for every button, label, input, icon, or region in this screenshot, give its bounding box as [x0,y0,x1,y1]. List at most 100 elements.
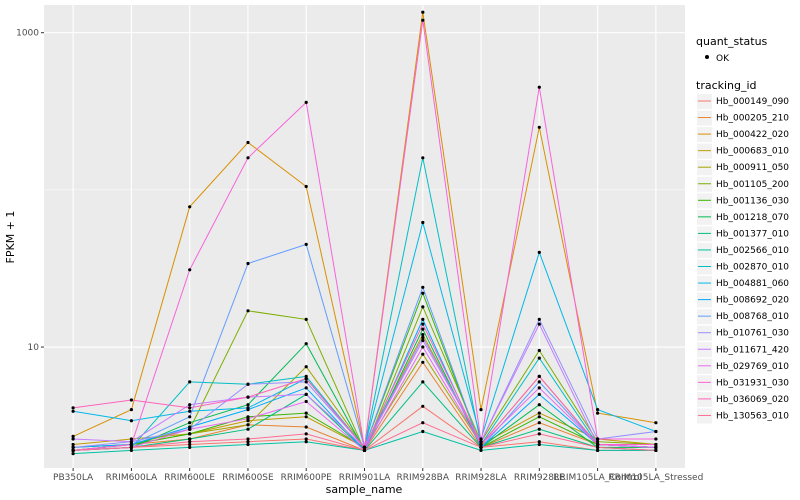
data-point-Hb_004881_060 [421,220,425,225]
data-point-Hb_001218_070 [246,403,250,407]
legend-entry-label: Hb_031931_030 [716,378,789,388]
data-point-Hb_011671_420 [188,403,192,407]
data-point-Hb_001377_010 [188,437,192,441]
data-point-Hb_001105_200 [246,309,250,313]
data-point-Hb_000149_090 [188,442,192,447]
data-point-Hb_008692_020 [188,425,192,429]
data-point-Hb_008692_020 [537,392,541,396]
legend-entry-label: Hb_000149_090 [716,97,789,107]
data-point-Hb_000149_090 [421,404,425,408]
data-point-Hb_031931_030 [479,440,483,444]
data-point-Hb_000205_210 [537,421,541,425]
data-point-Hb_004881_060 [596,408,600,412]
legend-quant-point [705,55,709,59]
legend-entry-label: Hb_002870_010 [716,263,789,273]
data-point-Hb_130563_010 [654,448,658,452]
data-point-Hb_002566_010 [71,452,75,456]
data-point-Hb_036069_020 [654,442,658,447]
data-point-Hb_000683_010 [421,333,425,337]
data-point-Hb_029769_010 [246,417,250,421]
legend-entry-label: Hb_008768_010 [716,312,789,322]
legend-entry-label: Hb_000911_050 [716,163,789,173]
data-point-Hb_000911_050 [421,352,425,356]
legend-entry-label: Hb_036069_020 [716,395,789,405]
series-points [71,10,658,456]
data-point-Hb_008768_010 [246,261,250,266]
data-point-Hb_004881_060 [71,409,75,413]
legend-tracking-id: tracking_id Hb_000149_090Hb_000205_210Hb… [696,79,789,424]
data-point-Hb_031931_030 [654,437,658,441]
data-point-Hb_001105_200 [596,440,600,444]
data-point-Hb_000422_020 [596,411,600,415]
legend-entry-label: Hb_001136_030 [716,196,789,206]
data-point-Hb_029769_010 [188,427,192,431]
data-point-Hb_001218_070 [304,342,308,346]
legend-entry-label: Hb_010761_030 [716,329,789,339]
data-point-Hb_031931_030 [188,268,192,272]
legend-entries: Hb_000149_090 Hb_000205_210 Hb_000422_020 H… [697,94,789,424]
data-point-Hb_031931_030 [421,18,425,22]
legend-entry-label: Hb_008692_020 [716,296,789,306]
data-point-Hb_004881_060 [537,250,541,254]
data-point-Hb_002566_010 [479,448,483,452]
data-point-Hb_036069_020 [596,442,600,447]
data-point-Hb_036069_020 [246,395,250,399]
data-point-Hb_031931_030 [596,437,600,441]
legend-entry-label: Hb_002566_010 [716,246,789,256]
data-point-Hb_000422_020 [304,184,308,189]
data-point-Hb_002870_010 [537,356,541,360]
y-axis-label: FPKM + 1 [4,211,17,264]
data-point-Hb_001105_200 [421,305,425,309]
data-point-Hb_002566_010 [246,442,250,447]
data-point-Hb_000422_020 [479,408,483,412]
data-point-Hb_001136_030 [304,411,308,415]
y-tick-label: 10 [28,343,40,353]
data-point-Hb_000422_020 [654,421,658,425]
data-point-Hb_011671_420 [129,440,133,444]
data-point-Hb_002566_010 [188,445,192,449]
data-point-Hb_000911_050 [246,423,250,427]
data-point-Hb_000683_010 [304,415,308,419]
data-point-Hb_001377_010 [246,427,250,431]
data-point-Hb_036069_020 [71,406,75,410]
data-point-Hb_000683_010 [537,411,541,415]
legend-quant-status: quant_status OK [696,35,768,64]
data-point-Hb_001377_010 [537,427,541,431]
data-point-Hb_036069_020 [304,377,308,381]
data-point-Hb_008692_020 [246,408,250,412]
data-point-Hb_000422_020 [537,125,541,129]
data-point-Hb_130563_010 [537,432,541,436]
legend-entry-label: Hb_000205_210 [716,114,789,124]
data-point-Hb_008692_020 [304,386,308,390]
data-point-Hb_001105_200 [304,317,308,321]
legend-key-bg [697,242,712,258]
data-point-Hb_000911_050 [304,365,308,369]
data-point-Hb_001218_070 [537,403,541,407]
data-point-Hb_010761_030 [71,445,75,449]
data-point-Hb_000422_020 [188,205,192,209]
data-point-Hb_010761_030 [537,317,541,321]
x-tick-label: RRIM600LE [164,473,215,483]
data-point-Hb_002566_010 [421,429,425,434]
data-point-Hb_000149_090 [537,440,541,444]
data-point-Hb_031931_030 [129,442,133,447]
legend-entry-label: Hb_001105_200 [716,180,789,190]
legend-entry-label: Hb_011671_420 [716,345,789,355]
data-point-Hb_001218_070 [421,327,425,331]
x-tick-label: RRIM901LA [339,473,391,483]
x-axis: PB350LA RRIM600LA RRIM600LE RRIM600SE RRIM60… [53,468,703,483]
data-point-Hb_130563_010 [362,448,367,452]
y-tick-label: 1000 [16,29,39,39]
data-point-Hb_011671_420 [71,437,75,441]
data-point-Hb_010761_030 [304,380,308,384]
data-point-Hb_029769_010 [304,399,308,404]
data-point-Hb_130563_010 [188,440,192,444]
data-point-Hb_036069_020 [188,406,192,410]
data-point-Hb_002566_010 [596,448,600,452]
data-point-Hb_011671_420 [537,322,541,326]
grid-major [44,5,685,468]
data-point-Hb_036069_020 [537,374,541,378]
x-tick-label: PB350LA [53,473,94,483]
data-point-Hb_031931_030 [537,85,541,89]
data-point-Hb_031931_030 [304,100,308,104]
